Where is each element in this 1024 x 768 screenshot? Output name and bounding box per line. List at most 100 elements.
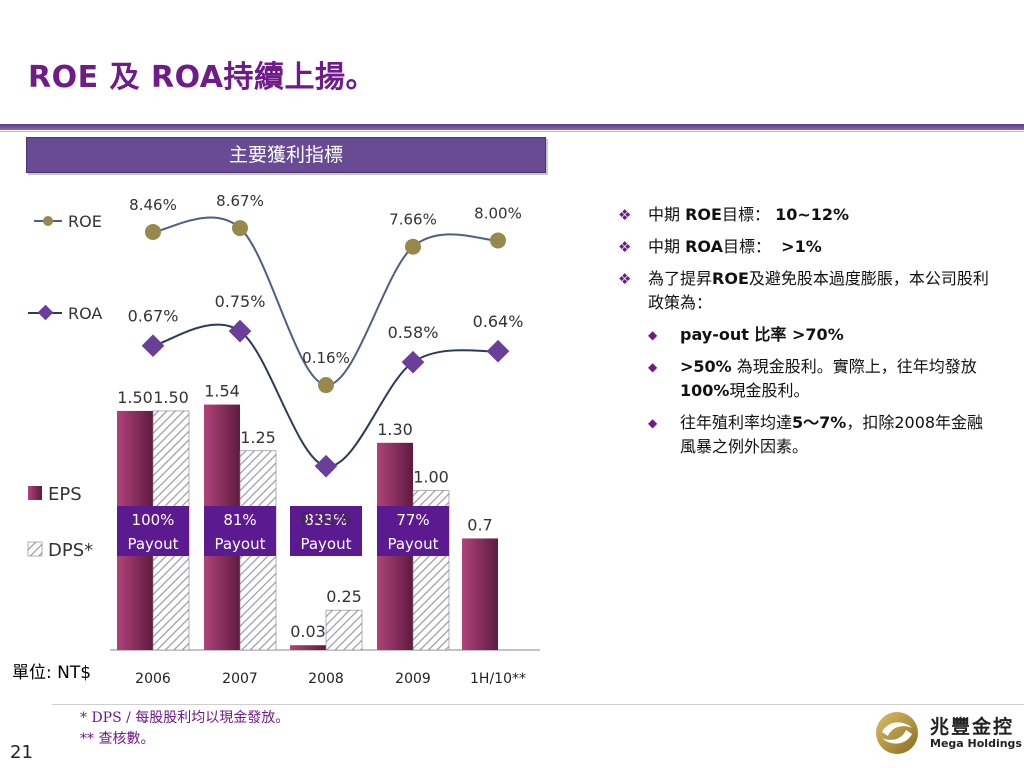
eps-value-label: 1.54 xyxy=(204,382,240,401)
sub-value: 100% xyxy=(680,381,730,400)
roe-point xyxy=(405,238,421,255)
title-divider xyxy=(0,124,1024,130)
payout-box xyxy=(204,506,276,556)
eps-value-label: 1.30 xyxy=(377,420,413,439)
sub-mid: 往年殖利率均達 xyxy=(680,413,793,432)
eps-value-label: 1.50 xyxy=(117,388,153,407)
dps-value-label: 0.25 xyxy=(326,587,362,606)
sub-bullet-payout: ◆ pay-out 比率 >70% xyxy=(618,323,998,347)
legend-roe-marker xyxy=(43,216,53,226)
bullet-value: 10~12% xyxy=(775,205,850,224)
chart-header: 主要獲利指標 xyxy=(26,137,546,173)
bullet-prefix: 中期 xyxy=(648,237,686,256)
sub-bold: pay-out xyxy=(680,325,749,344)
roe-value-label: 8.46% xyxy=(129,196,177,214)
sub-bullet-yield: ◆ 往年殖利率均達5～7%，扣除2008年金融風暴之例外因素。 xyxy=(618,411,998,459)
diamond-bullet-icon: ❖ xyxy=(618,270,632,288)
roe-value-label: 8.00% xyxy=(474,204,522,222)
diamond-bullet-icon: ❖ xyxy=(618,206,632,224)
legend-eps-swatch xyxy=(28,486,42,500)
bullet-list: ❖ 中期 ROE目標： 10~12% ❖ 中期 ROA目標： >1% ❖ 為了提… xyxy=(618,203,998,467)
sub-suffix: ，扣除2008年金融風暴之例外因素。 xyxy=(680,413,984,456)
footnote-dps: * DPS / 每股股利均以現金發放。 xyxy=(80,710,290,726)
payout-text: Payout xyxy=(300,535,351,553)
slide-title: ROE 及 ROA持續上揚。 xyxy=(28,60,377,95)
payout-box xyxy=(117,506,189,556)
title-divider-thin xyxy=(0,131,1024,132)
payout-percent: 81% xyxy=(223,511,256,529)
sub-value: >70% xyxy=(792,325,844,344)
logo-name-cn: 兆豐金控 xyxy=(930,716,1015,738)
legend-dps-swatch xyxy=(27,541,43,557)
legend-eps-label: EPS xyxy=(48,484,82,505)
payout-box xyxy=(377,506,449,556)
sub-value: 5～7% xyxy=(792,413,847,432)
x-tick-label: 1H/10** xyxy=(470,671,526,687)
footnote-audit: ** 查核數。 xyxy=(80,731,155,747)
sub-bold: >50% xyxy=(680,357,732,376)
roa-value-label: 0.64% xyxy=(473,312,524,331)
bullet-bold: ROE xyxy=(712,269,749,288)
payout-text: Payout xyxy=(387,535,438,553)
sub-mid: 比率 xyxy=(748,325,793,344)
roa-value-label: 0.67% xyxy=(128,307,179,326)
legend-roe-label: ROE xyxy=(68,212,102,231)
bullet-roa-target: ❖ 中期 ROA目標： >1% xyxy=(618,235,998,259)
x-tick-label: 2008 xyxy=(308,671,344,687)
bullet-roe-target: ❖ 中期 ROE目標： 10~12% xyxy=(618,203,998,227)
roa-point xyxy=(401,350,425,374)
roa-point xyxy=(486,339,510,363)
sub-suffix: 現金股利。 xyxy=(729,381,810,400)
payout-percent: 77% xyxy=(396,511,429,529)
dps-bar xyxy=(325,609,363,651)
roa-value-label: 0.01% xyxy=(301,509,352,528)
bullet-prefix: 中期 xyxy=(648,205,686,224)
payout-text: Payout xyxy=(127,535,178,553)
legend-roa-label: ROA xyxy=(68,304,102,323)
eps-value-label: 0.7 xyxy=(467,515,492,534)
bullet-mid: 及避免股本過度膨脹，本公司股利政策為： xyxy=(648,269,989,312)
page-number: 21 xyxy=(10,742,33,763)
payout-percent: 833% xyxy=(305,511,348,529)
unit-label: 單位: NT$ xyxy=(12,663,92,683)
legend-roa-marker xyxy=(37,304,54,321)
bullet-bold: ROE xyxy=(685,205,722,224)
small-diamond-icon: ◆ xyxy=(648,360,658,374)
small-diamond-icon: ◆ xyxy=(648,416,658,430)
footer-divider xyxy=(52,704,1024,705)
x-tick-label: 2006 xyxy=(135,671,171,687)
legend-dps-label: DPS* xyxy=(48,540,93,561)
footnotes: * DPS / 每股股利均以現金發放。 ** 查核數。 xyxy=(80,708,289,750)
sub-bullet-cash-dividend: ◆ >50% 為現金股利。實際上，往年均發放100%現金股利。 xyxy=(618,355,998,403)
mega-logo-icon xyxy=(876,712,918,754)
bullet-mid: 目標： xyxy=(721,205,770,224)
roa-value-label: 0.75% xyxy=(215,292,266,311)
eps-value-label: 0.03 xyxy=(290,622,326,641)
company-logo: 兆豐金控 Mega Holdings xyxy=(872,710,1022,758)
dps-value-label: 1.50 xyxy=(153,388,189,407)
roe-value-label: 8.67% xyxy=(216,192,264,210)
payout-text: Payout xyxy=(214,535,265,553)
roa-point xyxy=(314,454,338,478)
logo-name-en: Mega Holdings xyxy=(930,737,1022,750)
small-diamond-icon: ◆ xyxy=(648,328,658,342)
bullet-dividend-policy: ❖ 為了提昇ROE及避免股本過度膨脹，本公司股利政策為： xyxy=(618,267,998,315)
diamond-bullet-icon: ❖ xyxy=(618,238,632,256)
roe-point xyxy=(490,232,506,249)
bullet-bold: ROA xyxy=(685,237,723,256)
roe-point xyxy=(318,377,334,394)
payout-percent: 100% xyxy=(132,511,175,529)
payout-box xyxy=(290,506,362,556)
dps-value-label: 1.00 xyxy=(413,468,449,487)
roe-point xyxy=(232,220,248,237)
x-tick-label: 2009 xyxy=(395,671,431,687)
roe-value-label: 0.16% xyxy=(302,349,350,367)
sub-mid: 為現金股利。實際上，往年均發放 xyxy=(731,357,977,376)
dps-value-label: 1.25 xyxy=(240,428,276,447)
eps-bar xyxy=(462,538,498,650)
roa-value-label: 0.58% xyxy=(388,323,439,342)
eps-bar xyxy=(290,645,326,650)
bullet-prefix: 為了提昇 xyxy=(648,269,713,288)
roa-point xyxy=(141,334,165,358)
